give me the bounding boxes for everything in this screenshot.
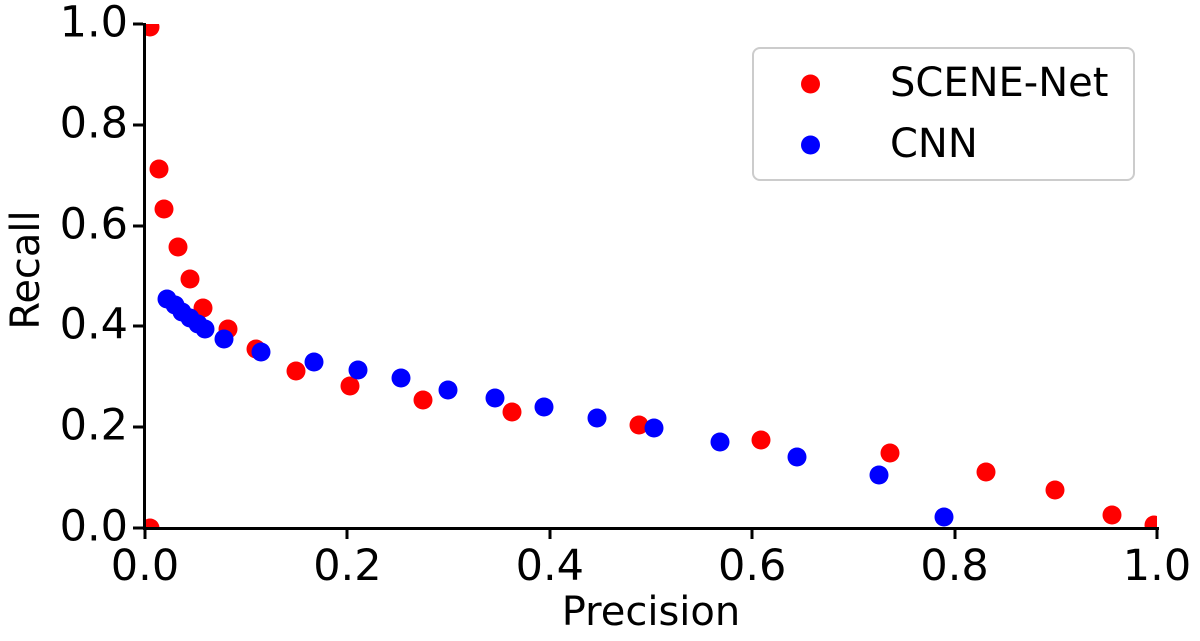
x-tick-mark	[750, 529, 754, 539]
x-tick-mark	[345, 529, 349, 539]
x-axis-label: Precision	[561, 589, 741, 635]
y-tick-label: 0.0	[59, 501, 128, 552]
y-axis-label: Recall	[3, 210, 49, 330]
x-tick-mark	[953, 529, 957, 539]
x-tick-mark	[548, 529, 552, 539]
data-point-scene-net	[880, 443, 900, 463]
y-tick-mark	[132, 22, 143, 26]
data-point-cnn	[214, 329, 234, 349]
data-point-cnn	[934, 507, 954, 527]
data-point-scene-net	[286, 361, 306, 381]
data-point-cnn	[391, 368, 411, 388]
legend: SCENE-Net CNN	[752, 47, 1135, 181]
data-point-cnn	[534, 397, 554, 417]
data-point-cnn	[710, 432, 730, 452]
plot-area	[145, 24, 1157, 528]
data-point-scene-net	[193, 298, 213, 318]
data-point-cnn	[304, 352, 324, 372]
data-point-cnn	[251, 342, 271, 362]
y-tick-label: 0.8	[59, 98, 128, 149]
data-point-cnn	[195, 319, 215, 339]
data-point-scene-net	[751, 430, 771, 450]
data-point-scene-net	[1102, 505, 1122, 525]
y-tick-mark	[132, 526, 143, 530]
x-tick-label: 0.8	[920, 541, 989, 591]
y-tick-mark	[132, 425, 143, 429]
data-point-scene-net	[502, 402, 522, 422]
x-tick-label: 1.0	[1122, 541, 1192, 591]
data-point-cnn	[587, 408, 607, 428]
x-tick-label: 0.2	[313, 541, 382, 591]
y-tick-label: 1.0	[59, 0, 128, 48]
data-point-cnn	[644, 418, 664, 438]
data-point-scene-net	[149, 159, 169, 179]
data-point-scene-net	[340, 376, 360, 396]
legend-label-scene-net: SCENE-Net	[890, 60, 1109, 107]
legend-marker-scene-net	[801, 74, 820, 94]
data-point-scene-net	[413, 390, 433, 410]
legend-marker-cnn	[801, 135, 820, 155]
legend-label-cnn: CNN	[890, 121, 978, 168]
data-point-cnn	[348, 360, 368, 380]
data-point-cnn	[438, 380, 458, 400]
x-tick-label: 0.4	[515, 541, 584, 591]
data-point-cnn	[787, 447, 807, 467]
y-tick-mark	[132, 324, 143, 328]
y-tick-label: 0.4	[59, 300, 128, 351]
y-tick-mark	[132, 224, 143, 228]
data-point-scene-net	[629, 415, 649, 435]
data-point-scene-net	[145, 24, 160, 37]
x-tick-mark	[143, 529, 147, 539]
x-tick-label: 0.0	[110, 541, 180, 591]
data-point-scene-net	[1045, 480, 1065, 500]
y-axis-spine	[142, 22, 146, 530]
data-point-scene-net	[1144, 515, 1157, 528]
data-point-cnn	[485, 388, 505, 408]
x-axis-spine	[142, 526, 1159, 530]
data-point-cnn	[869, 465, 889, 485]
data-point-scene-net	[168, 237, 188, 257]
data-point-scene-net	[154, 199, 174, 219]
y-tick-mark	[132, 123, 143, 127]
x-tick-label: 0.6	[717, 541, 787, 591]
data-point-scene-net	[180, 269, 200, 289]
y-tick-label: 0.6	[59, 199, 128, 250]
data-point-scene-net	[145, 518, 160, 528]
y-tick-label: 0.2	[59, 400, 128, 451]
data-point-scene-net	[976, 462, 996, 482]
x-tick-mark	[1155, 529, 1159, 539]
